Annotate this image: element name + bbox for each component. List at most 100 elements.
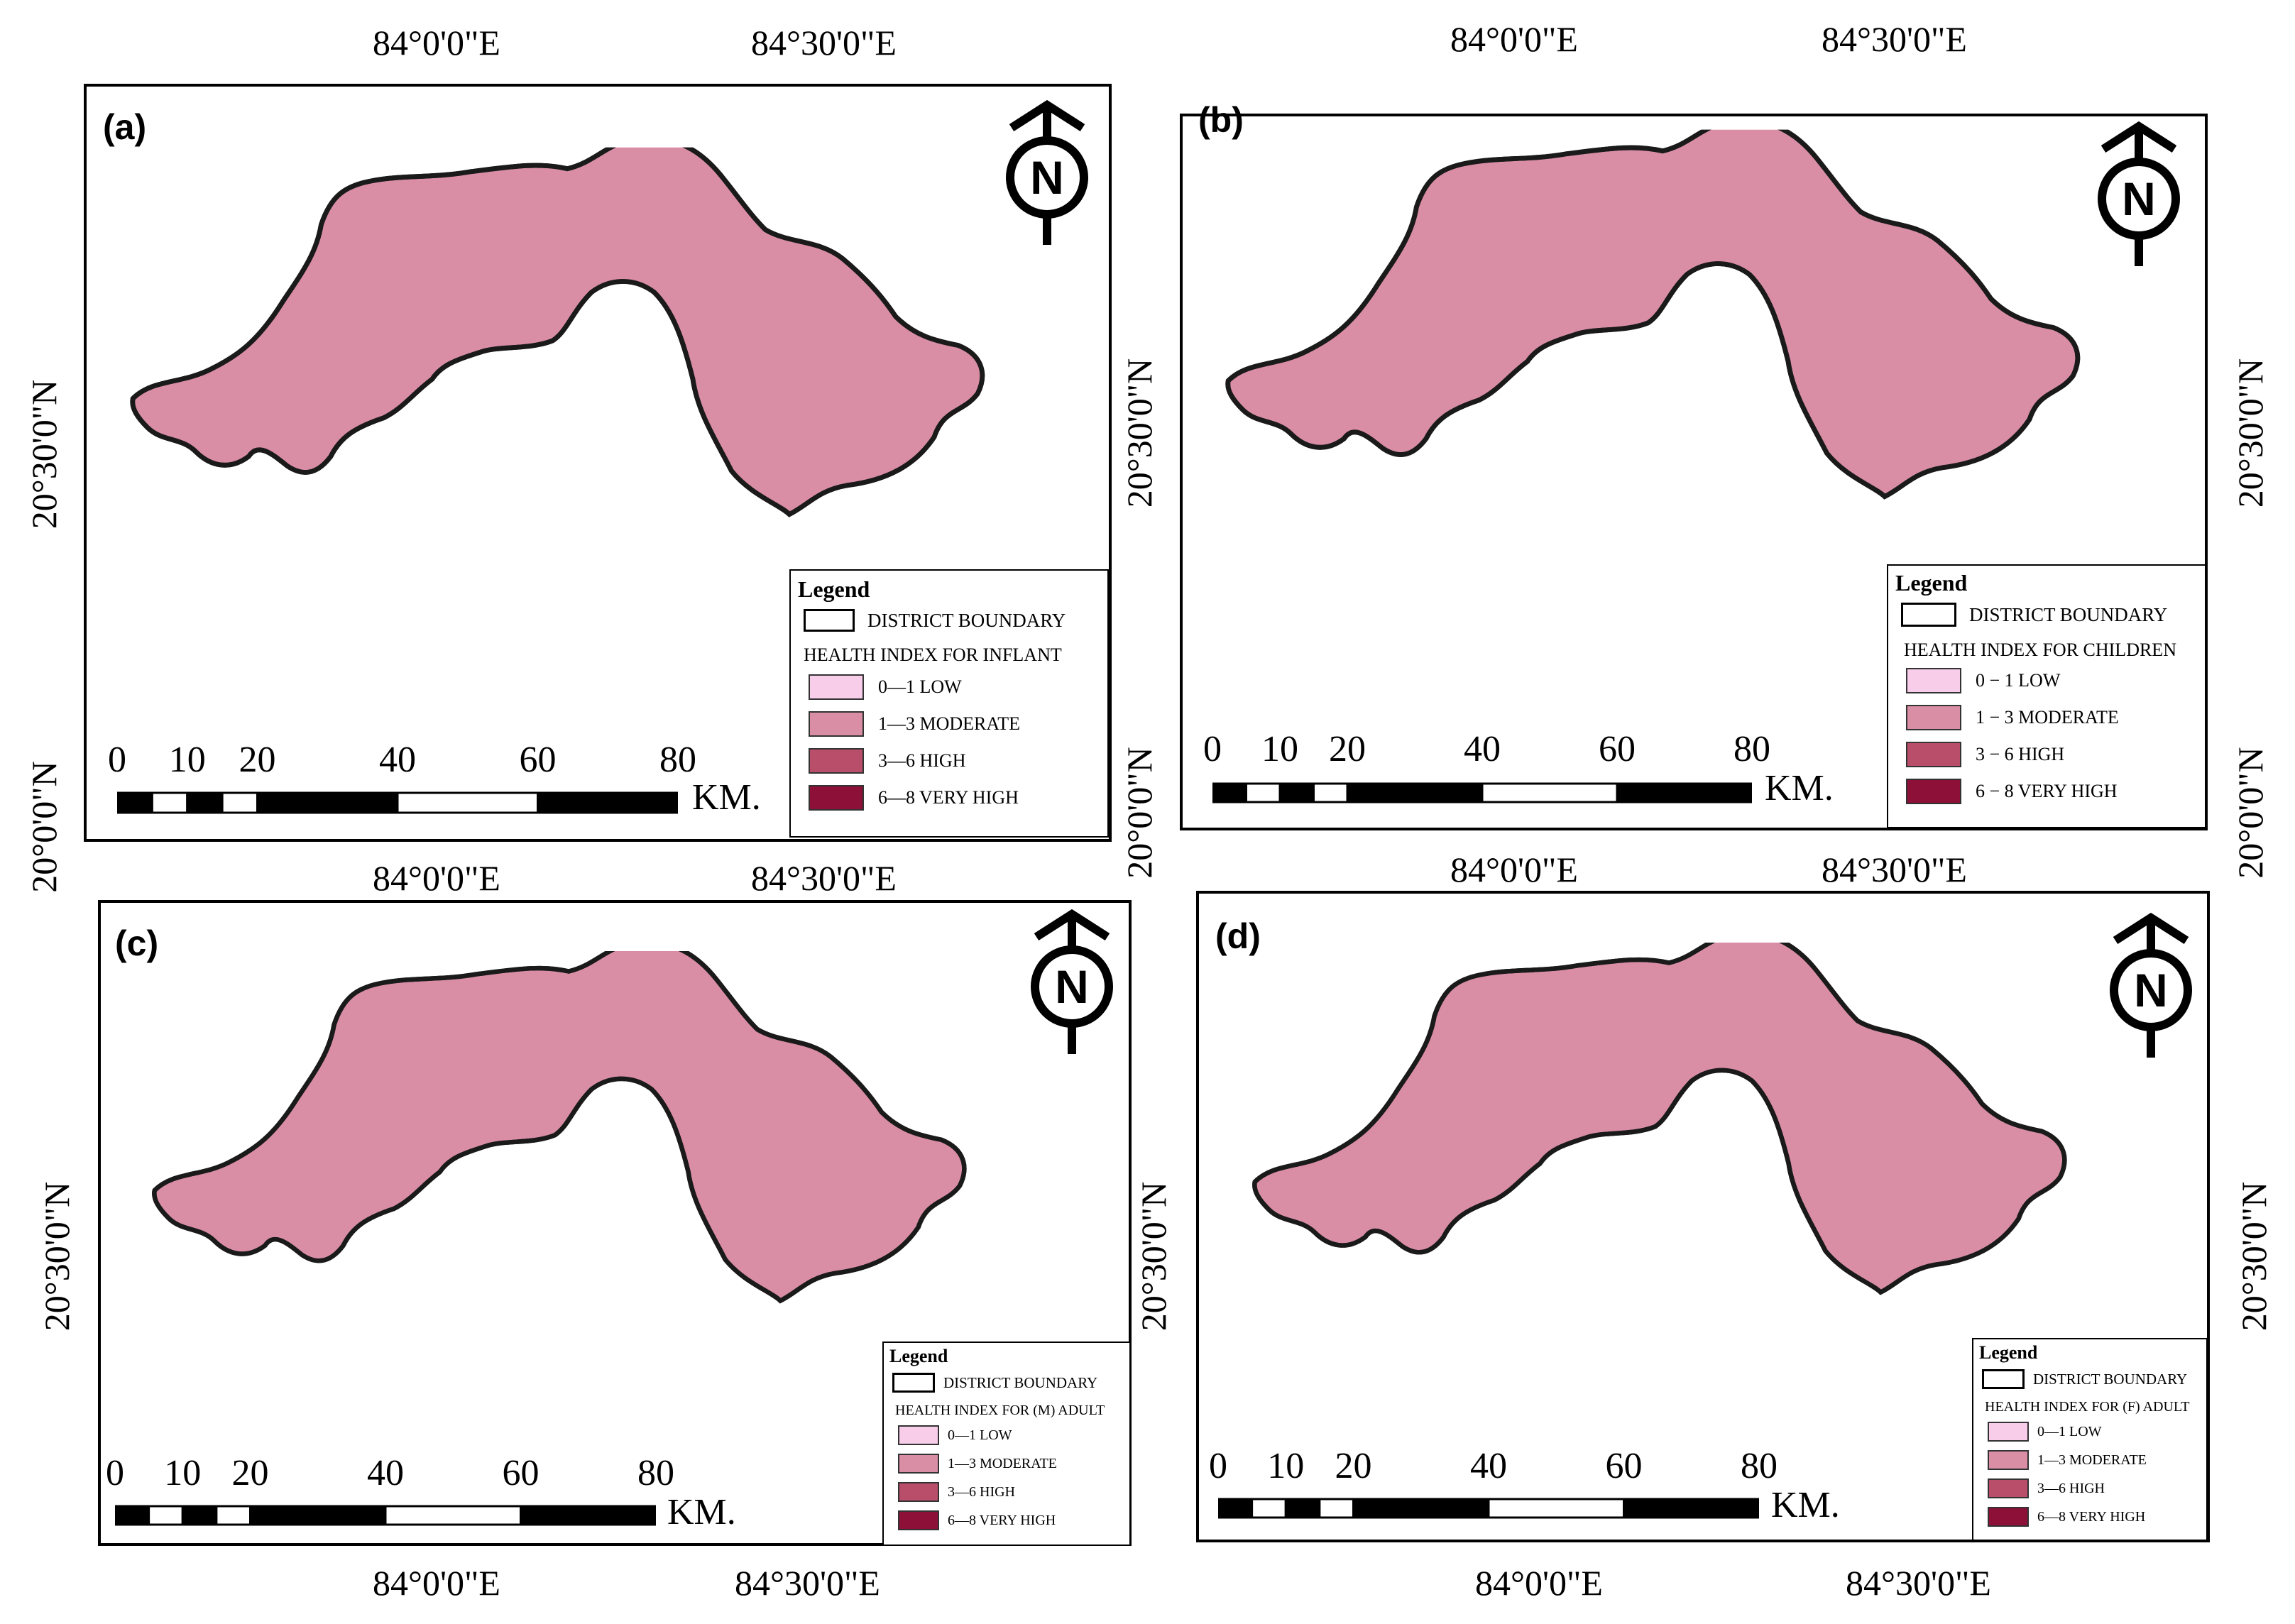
lat-label-mid: 20°30'0"N <box>37 1181 77 1332</box>
scale-bar-labels: 0 10 20 40 60 80 <box>108 740 696 784</box>
legend-class-label: 3 − 6 HIGH <box>1976 744 2065 764</box>
scale-tick-label: 20 <box>1329 729 1366 769</box>
legend-class-moderate: 1—3 MODERATE <box>1988 1450 2147 1470</box>
legend-class-low: 0 − 1 LOW <box>1906 668 2060 693</box>
legend-class-label: 1 − 3 MODERATE <box>1976 707 2119 728</box>
scale-tick-label: 10 <box>1261 729 1298 769</box>
scale-segment <box>1352 1498 1490 1519</box>
legend-class-moderate: 1—3 MODERATE <box>809 711 1020 737</box>
legend-class-moderate: 1 − 3 MODERATE <box>1906 705 2119 730</box>
legend-class-low: 0—1 LOW <box>809 674 962 700</box>
legend-swatch <box>1988 1478 2029 1498</box>
legend-class-label: 0—1 LOW <box>2037 1423 2102 1439</box>
legend-title: Legend <box>889 1346 948 1366</box>
scale-segment <box>1487 1498 1625 1519</box>
scale-segment <box>1278 782 1315 803</box>
legend-index-title-text: HEALTH INDEX FOR INFLANT <box>804 644 1062 665</box>
scale-bar-labels: 0 10 20 40 60 80 <box>106 1453 674 1498</box>
scale-segment <box>249 1505 387 1526</box>
legend-swatch <box>1906 705 1961 730</box>
legend-class-high: 3—6 HIGH <box>1988 1478 2105 1498</box>
scale-tick-label: 0 <box>1209 1446 1227 1486</box>
legend-class-low: 0—1 LOW <box>898 1425 1012 1445</box>
scale-unit: KM. <box>667 1492 736 1532</box>
scale-segment <box>1623 1498 1759 1519</box>
legend-class-moderate: 1—3 MODERATE <box>898 1454 1057 1474</box>
scale-tick-label: 80 <box>1741 1446 1778 1486</box>
legend-class-very-high: 6—8 VERY HIGH <box>809 785 1019 811</box>
lon-label-bottom-right: 84°30'0"E <box>735 1563 880 1603</box>
boundary-swatch <box>804 609 855 632</box>
lon-label-bottom-right: 84°30'0"E <box>1846 1563 1991 1603</box>
legend-boundary-label: DISTRICT BOUNDARY <box>1969 603 2168 625</box>
district-map <box>124 951 1068 1448</box>
lat-label-bottom-left: 20°0'0"N <box>1119 747 1159 879</box>
scale-segment <box>520 1505 656 1526</box>
scale-tick-label: 20 <box>231 1453 269 1493</box>
scale-tick-label: 60 <box>502 1453 539 1493</box>
legend-swatch <box>809 785 864 811</box>
lon-label-top-right: 84°30'0"E <box>1822 19 1967 59</box>
scale-segment <box>1251 1498 1287 1519</box>
scale-segment <box>148 1505 184 1526</box>
scale-tick-label: 0 <box>108 740 126 780</box>
lon-label-top-left: 84°0'0"E <box>1450 850 1578 889</box>
legend-index-title-text: HEALTH INDEX FOR CHILDREN <box>1904 640 2176 660</box>
legend-swatch <box>1906 668 1961 693</box>
scale-bar <box>1218 1498 1759 1519</box>
legend-index-title: HEALTH INDEX FOR CHILDREN <box>1904 640 2176 661</box>
legend-class-label: 1—3 MODERATE <box>878 713 1021 734</box>
boundary-swatch <box>1901 603 1956 627</box>
lat-label-bottom: 20°0'0"N <box>24 761 64 893</box>
scale-segment <box>181 1505 218 1526</box>
legend-index-title: HEALTH INDEX FOR INFLANT <box>804 644 1062 666</box>
lon-label-top-right: 84°30'0"E <box>751 23 897 62</box>
district-map <box>114 146 1079 671</box>
legend-swatch <box>898 1454 939 1474</box>
scale-segment <box>150 791 189 814</box>
scale-bar-labels: 0 10 20 40 60 80 <box>1209 1446 1778 1491</box>
lat-label-bottom-right: 20°0'0"N <box>2230 747 2270 879</box>
scale-segment <box>1284 1498 1321 1519</box>
scale-segment <box>1616 782 1752 803</box>
panel-label: (c) <box>115 923 159 963</box>
legend-class-high: 3 − 6 HIGH <box>1906 742 2064 767</box>
legend-title: Legend <box>798 576 870 602</box>
legend-index-title: HEALTH INDEX FOR (M) ADULT <box>895 1403 1105 1419</box>
lon-label-top-left: 84°0'0"E <box>373 23 500 62</box>
legend-boundary: DISTRICT BOUNDARY <box>804 609 1066 632</box>
lon-label-bottom-left: 84°0'0"E <box>1475 1563 1603 1603</box>
legend-class-label: 0—1 LOW <box>878 676 962 697</box>
legend: Legend DISTRICT BOUNDARY HEALTH INDEX FO… <box>1972 1338 2208 1541</box>
lat-label-mid: 20°30'0"N <box>24 379 64 530</box>
scale-tick-label: 10 <box>168 740 206 780</box>
scale-segment <box>396 791 539 814</box>
scale-tick-label: 0 <box>1203 729 1222 769</box>
legend-class-high: 3—6 HIGH <box>898 1482 1015 1502</box>
legend-class-very-high: 6 − 8 VERY HIGH <box>1906 779 2118 804</box>
scale-segment <box>1481 782 1618 803</box>
legend-class-label: 3—6 HIGH <box>878 750 966 771</box>
legend-class-label: 3—6 HIGH <box>948 1483 1015 1500</box>
legend-swatch <box>1906 742 1961 767</box>
boundary-swatch <box>892 1373 935 1393</box>
legend-swatch <box>898 1482 939 1502</box>
panel-label: (b) <box>1198 100 1244 140</box>
legend: Legend DISTRICT BOUNDARY HEALTH INDEX FO… <box>882 1342 1131 1546</box>
lat-label-mid-left: 20°30'0"N <box>1119 358 1159 508</box>
scale-segment <box>186 791 224 814</box>
scale-bar <box>115 1505 656 1526</box>
legend-class-label: 6—8 VERY HIGH <box>2037 1508 2146 1525</box>
scale-unit: KM. <box>1765 768 1834 808</box>
legend-swatch <box>1988 1450 2029 1470</box>
legend-class-very-high: 6—8 VERY HIGH <box>898 1510 1056 1530</box>
lon-label-top-left: 84°0'0"E <box>1450 19 1578 59</box>
panel-label: (a) <box>103 107 147 147</box>
lon-label-top-right: 84°30'0"E <box>1822 850 1967 889</box>
legend-index-title-text: HEALTH INDEX FOR (F) ADULT <box>1985 1399 2190 1415</box>
legend-boundary-label: DISTRICT BOUNDARY <box>867 609 1066 631</box>
scale-segment <box>1318 1498 1354 1519</box>
legend-boundary: DISTRICT BOUNDARY <box>1982 1369 2187 1389</box>
scale-tick-label: 40 <box>1470 1446 1507 1486</box>
scale-tick-label: 10 <box>1267 1446 1305 1486</box>
